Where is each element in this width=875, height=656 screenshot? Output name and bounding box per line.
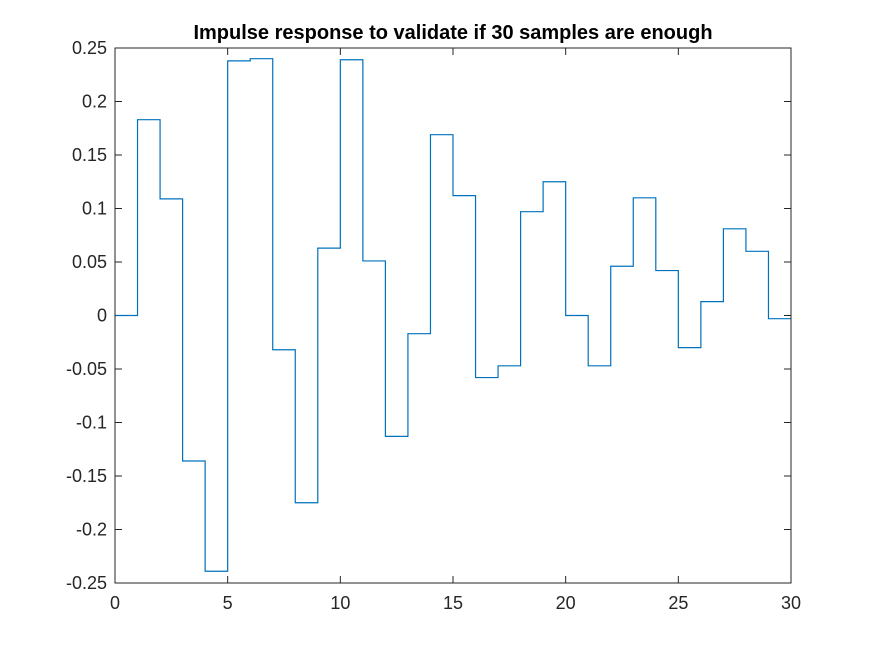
x-tick-label: 10 — [330, 593, 350, 613]
plot-area — [115, 48, 791, 583]
x-tick-label: 20 — [556, 593, 576, 613]
y-tick-label: 0.15 — [72, 145, 107, 165]
series-layer — [115, 58, 791, 572]
y-tick-label: -0.2 — [76, 520, 107, 540]
y-tick-label: 0.1 — [82, 199, 107, 219]
impulse-response-step-line — [115, 58, 791, 572]
x-tick-label: 25 — [668, 593, 688, 613]
y-tick-label: -0.1 — [76, 413, 107, 433]
y-tick-label: 0.05 — [72, 252, 107, 272]
chart-title: Impulse response to validate if 30 sampl… — [193, 22, 712, 44]
y-tick-label: 0.25 — [72, 38, 107, 58]
y-tick-label: -0.05 — [66, 359, 107, 379]
axis-ticks: 0 5 10 15 20 25 30 0.25 0.2 0.15 0.1 0.05 0 -0.05 -0.1… — [66, 38, 801, 613]
y-tick-label: -0.15 — [66, 466, 107, 486]
x-tick-label: 5 — [223, 593, 233, 613]
axes-box — [114, 47, 792, 584]
x-tick-label: 0 — [110, 593, 120, 613]
y-tick-label: -0.25 — [66, 573, 107, 593]
x-tick-label: 30 — [781, 593, 801, 613]
y-tick-label: 0.2 — [82, 92, 107, 112]
x-tick-label: 15 — [443, 593, 463, 613]
y-tick-label: 0 — [97, 306, 107, 326]
